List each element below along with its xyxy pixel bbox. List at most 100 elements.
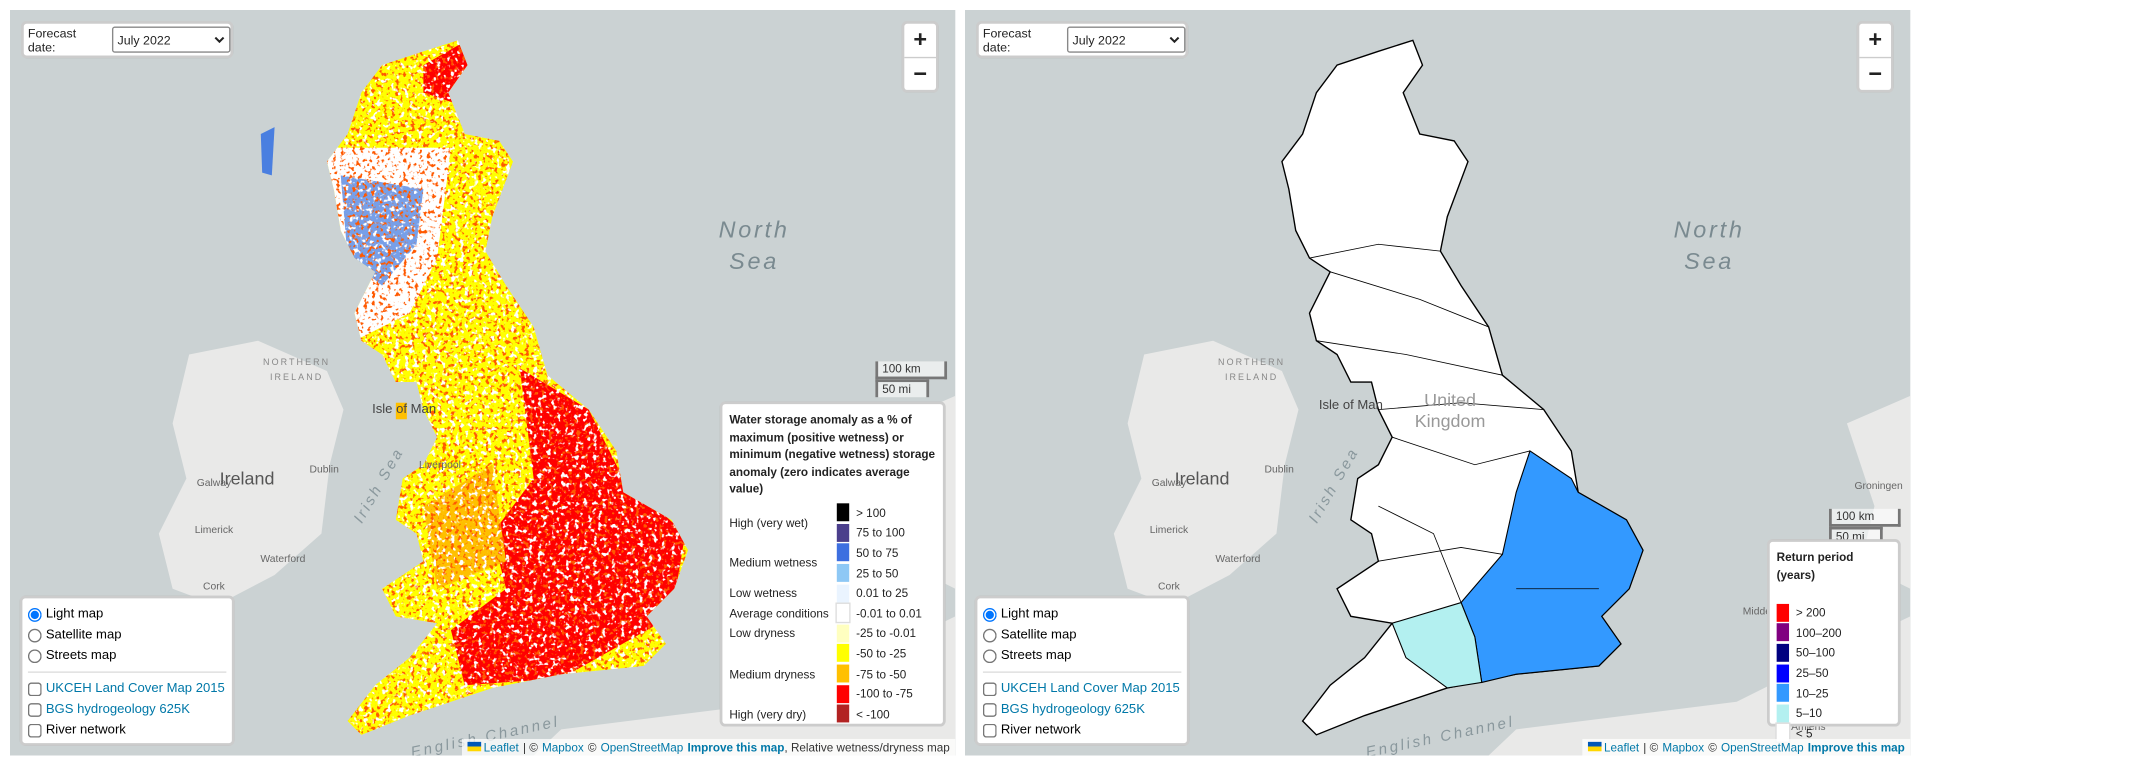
- checkbox[interactable]: [982, 723, 997, 737]
- forecast-control: Forecast date: July 2022: [976, 21, 1189, 59]
- legend: Return period (years) > 200 100–200 50–100 2…: [1766, 539, 1901, 744]
- base-layer[interactable]: Light map: [27, 604, 226, 625]
- checkbox[interactable]: [27, 723, 42, 737]
- map-label: IRELAND: [269, 373, 324, 383]
- checkbox[interactable]: [27, 681, 42, 696]
- radio[interactable]: [27, 648, 42, 663]
- legend-group-label: High (very wet): [729, 515, 809, 530]
- base-layer[interactable]: Light map: [982, 604, 1181, 625]
- attribution-link[interactable]: Improve this map: [1807, 740, 1905, 755]
- attribution-link[interactable]: Mapbox: [542, 740, 584, 755]
- overlay-label: River network: [45, 722, 126, 738]
- overlay[interactable]: UKCEH Land Cover Map 2015: [27, 678, 226, 699]
- radio[interactable]: [27, 628, 42, 642]
- legend-item: > 100: [836, 503, 905, 523]
- legend-group-label: Medium wetness: [729, 556, 818, 570]
- checkbox[interactable]: [27, 702, 42, 717]
- map-label: Kingdom: [1414, 410, 1486, 431]
- attribution-link[interactable]: Mapbox: [1662, 740, 1705, 755]
- overlay[interactable]: UKCEH Land Cover Map 2015: [982, 678, 1181, 699]
- legend-label: -25 to -0.01: [856, 626, 917, 641]
- radio[interactable]: [982, 607, 997, 622]
- zoom-in[interactable]: +: [1868, 26, 1883, 53]
- flag-icon: [467, 741, 481, 752]
- checkbox[interactable]: [982, 681, 997, 696]
- legend-group-label: Average conditions: [729, 606, 829, 621]
- legend-swatch: [836, 624, 850, 643]
- legend-item: 5–10: [1776, 703, 1842, 723]
- base-layer-label: Light map: [1000, 606, 1059, 622]
- chevron: [214, 36, 225, 43]
- basemap: [158, 40, 956, 756]
- map-label: Cork: [203, 579, 225, 593]
- legend-item: -25 to -0.01: [836, 623, 917, 643]
- base-layer-label: Streets map: [45, 648, 117, 664]
- legend-item: 50–100: [1776, 643, 1842, 663]
- zoom-out[interactable]: −: [1859, 56, 1892, 91]
- map-label: Groningen: [1854, 479, 1903, 492]
- layer-control: Light map Satellite map Streets map UKCEH L…: [19, 595, 235, 746]
- attribution-link[interactable]: OpenStreetMap: [1720, 740, 1804, 755]
- legend-group: Low dryness -25 to -0.01: [729, 623, 936, 643]
- checkbox[interactable]: [982, 702, 997, 717]
- attribution-link[interactable]: Leaflet: [483, 740, 519, 755]
- attribution-text: , Relative wetness/dryness map: [784, 740, 950, 755]
- zoom-out[interactable]: −: [904, 56, 937, 91]
- map-label: Isle of Man: [372, 402, 437, 418]
- legend-group: Medium wetness 50 to 75 25 to 50: [729, 543, 936, 583]
- map-label: Waterford: [1215, 552, 1261, 565]
- overlay[interactable]: River network: [27, 720, 226, 741]
- legend-group-label: Low wetness: [729, 586, 798, 601]
- legend-swatch: [836, 564, 850, 582]
- base-layer[interactable]: Streets map: [27, 645, 226, 666]
- legend-item: 75 to 100: [836, 523, 905, 543]
- legend-items: -0.01 to 0.01: [835, 602, 922, 624]
- radio[interactable]: [27, 607, 42, 622]
- legend-group: Low wetness 0.01 to 25: [729, 583, 936, 603]
- legend-swatch: [1776, 603, 1790, 622]
- overlay[interactable]: River network: [982, 720, 1181, 741]
- base-layer[interactable]: Satellite map: [982, 625, 1181, 646]
- base-layer[interactable]: Streets map: [982, 645, 1181, 666]
- map-label: NORTHERN: [1218, 357, 1286, 368]
- map-label: North: [718, 216, 790, 243]
- legend-items: 50 to 75 25 to 50: [836, 543, 899, 583]
- separator: [982, 671, 1182, 673]
- map-panel[interactable]: North Sea NORTHERN IRELAND Isle of Man Irish …: [10, 10, 956, 756]
- base-layer[interactable]: Satellite map: [27, 625, 226, 646]
- map-label: Dublin: [309, 462, 339, 476]
- legend-group: High (very wet) > 100 75 to 100: [729, 503, 936, 543]
- legend-swatch: [835, 602, 851, 624]
- overlay[interactable]: BGS hydrogeology 625K: [27, 699, 226, 720]
- map-label: Isle of Man: [1318, 397, 1383, 414]
- legend-label: < -100: [856, 706, 890, 721]
- zoom-control: + −: [901, 21, 939, 93]
- legend-label: 25 to 50: [856, 566, 899, 580]
- legend-title: Return period (years): [1776, 550, 1854, 582]
- legend-item: 10–25: [1776, 683, 1842, 703]
- zoom-in[interactable]: +: [913, 26, 928, 53]
- overlay[interactable]: BGS hydrogeology 625K: [982, 699, 1181, 720]
- map-label: Liverpool: [418, 458, 461, 471]
- radio[interactable]: [982, 648, 997, 663]
- legend-swatch: [1776, 704, 1790, 723]
- forecast-select[interactable]: July 2022: [112, 26, 231, 53]
- scale-label: 50 mi: [875, 379, 930, 398]
- attribution-link[interactable]: OpenStreetMap: [600, 740, 684, 755]
- attribution-text: ©: [1708, 740, 1717, 755]
- map-panel[interactable]: North Sea NORTHERN IRELAND Isle of Man Irish …: [965, 10, 1911, 756]
- legend-items: > 200 100–200 50–100 25–50 10–25 5–10 < 5: [1775, 603, 1842, 744]
- layer-control: Light map Satellite map Streets map UKCEH L…: [974, 595, 1190, 746]
- attribution-link[interactable]: Leaflet: [1603, 740, 1640, 755]
- legend-swatch: [836, 644, 850, 663]
- attribution: Leaflet | © Mapbox © OpenStreetMap Improve th…: [1581, 738, 1911, 756]
- scale-label: 100 km: [875, 361, 948, 380]
- legend-items: -50 to -25 -75 to -50 -100 to -75: [836, 643, 913, 703]
- radio[interactable]: [982, 628, 997, 642]
- legend-group: Average conditions -0.01 to 0.01: [729, 602, 936, 624]
- flag-icon: [1587, 741, 1602, 752]
- attribution-link[interactable]: Improve this map: [687, 740, 785, 755]
- forecast-select[interactable]: July 2022: [1067, 26, 1186, 53]
- chevron: [1169, 36, 1180, 43]
